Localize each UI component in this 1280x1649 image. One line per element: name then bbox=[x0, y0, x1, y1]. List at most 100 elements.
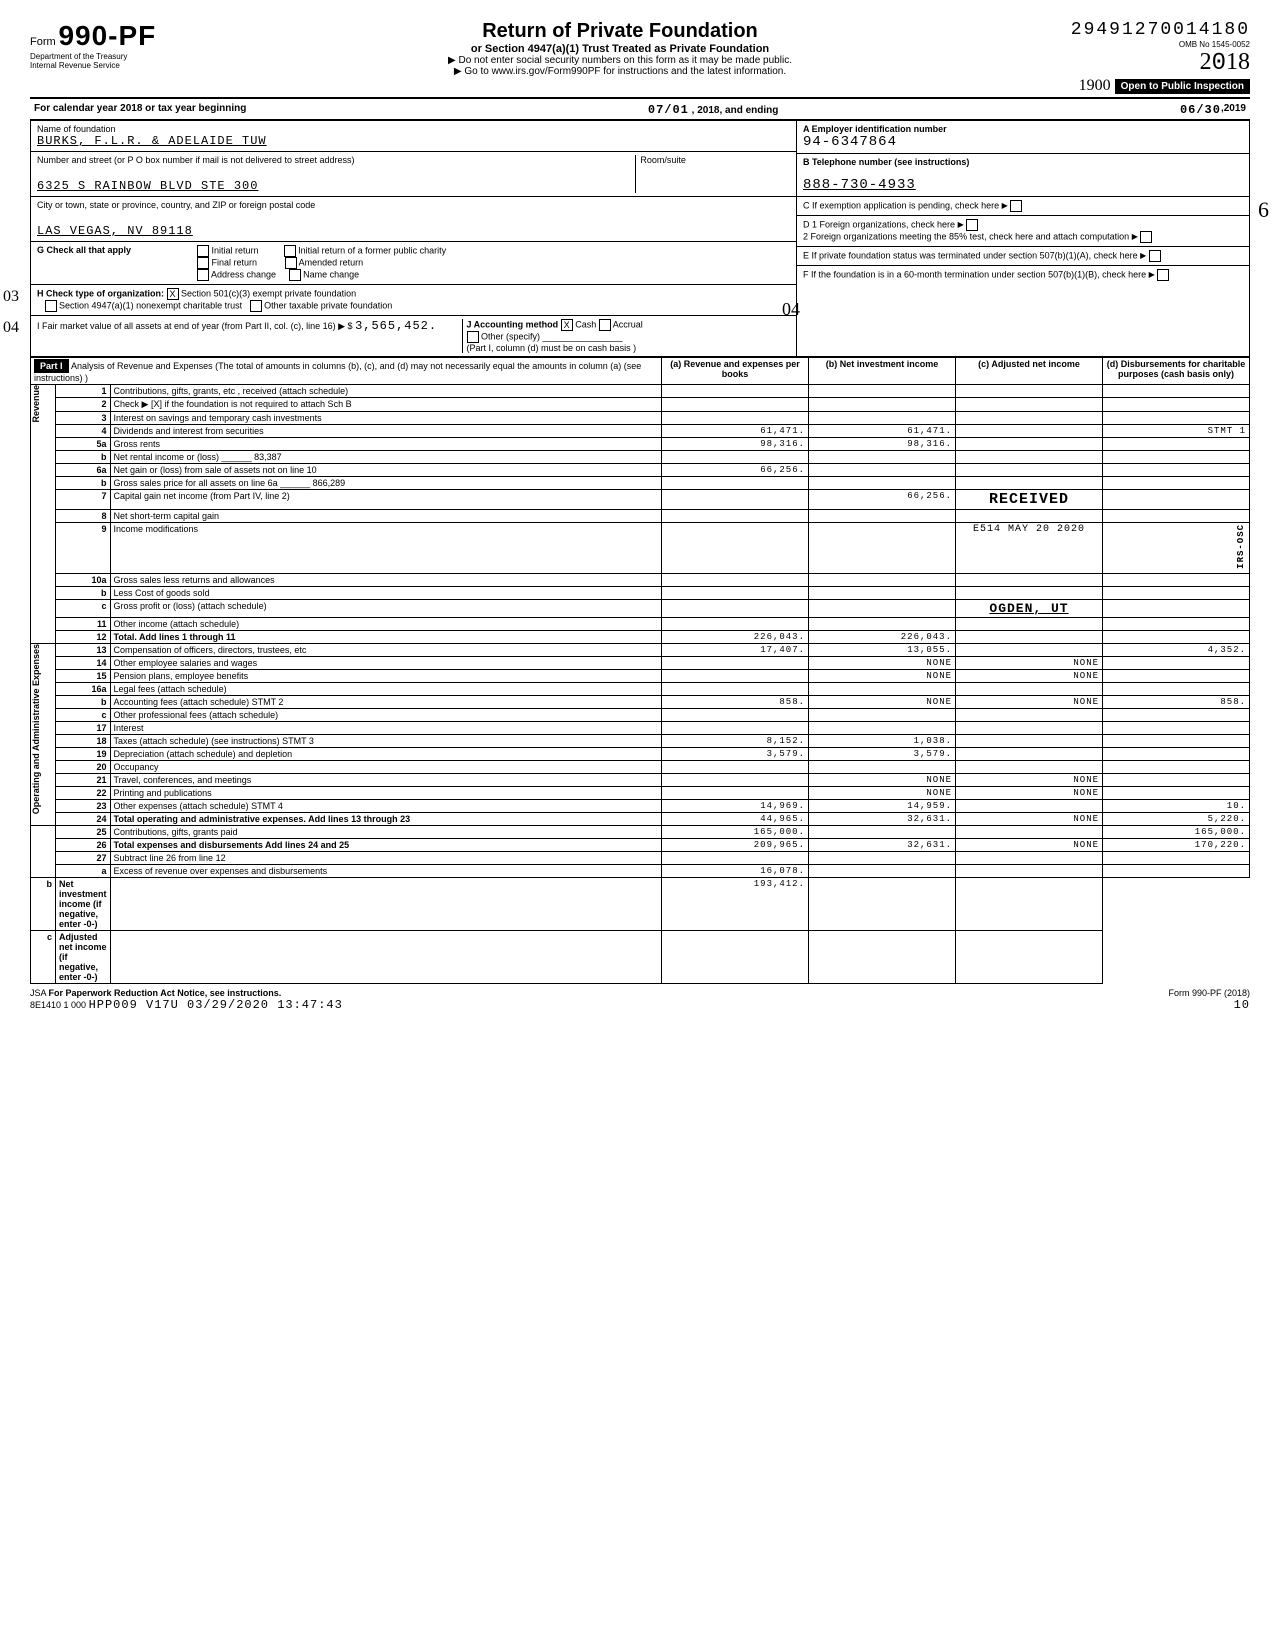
table-row: 14Other employee salaries and wagesNONEN… bbox=[31, 656, 1250, 669]
cell-b: NONE bbox=[809, 669, 956, 682]
open-inspection-badge: Open to Public Inspection bbox=[1115, 79, 1250, 94]
cell-b bbox=[809, 451, 956, 464]
address-change-checkbox[interactable] bbox=[197, 269, 209, 281]
cell-a: 16,078. bbox=[662, 864, 809, 877]
cell-a bbox=[662, 760, 809, 773]
table-row: 2Check ▶ [X] if the foundation is not re… bbox=[31, 398, 1250, 412]
cell-d: 165,000. bbox=[1103, 825, 1250, 838]
cell-c bbox=[956, 385, 1103, 398]
cell-a bbox=[662, 523, 809, 574]
table-row: 6aNet gain or (loss) from sale of assets… bbox=[31, 464, 1250, 477]
line-description: Travel, conferences, and meetings bbox=[110, 773, 661, 786]
line-number: 3 bbox=[56, 412, 111, 425]
line-number: 27 bbox=[56, 851, 111, 864]
end-date: 06/30 bbox=[1180, 103, 1221, 117]
d1-checkbox[interactable] bbox=[966, 219, 978, 231]
cell-c bbox=[956, 747, 1103, 760]
accrual-checkbox[interactable] bbox=[599, 319, 611, 331]
table-row: 27Subtract line 26 from line 12 bbox=[31, 851, 1250, 864]
opt-other-tax: Other taxable private foundation bbox=[264, 300, 392, 310]
cell-c: RECEIVED bbox=[956, 490, 1103, 510]
dept-treasury: Department of the Treasury bbox=[30, 52, 250, 61]
col-b-header: (b) Net investment income bbox=[809, 358, 956, 385]
footer-stamp: HPP009 V17U 03/29/2020 13:47:43 bbox=[89, 998, 343, 1012]
line-description: Other professional fees (attach schedule… bbox=[110, 708, 661, 721]
cash-checkbox[interactable]: X bbox=[561, 319, 573, 331]
table-row: Operating and Administrative Expenses13C… bbox=[31, 643, 1250, 656]
title-block: Return of Private Foundation or Section … bbox=[250, 20, 990, 77]
line-number: 1 bbox=[56, 385, 111, 398]
form-number: 990-PF bbox=[58, 20, 156, 52]
line-number: 5a bbox=[56, 438, 111, 451]
e-checkbox[interactable] bbox=[1149, 250, 1161, 262]
line-description: Less Cost of goods sold bbox=[110, 586, 661, 599]
part1-desc: Analysis of Revenue and Expenses (The to… bbox=[34, 361, 641, 383]
final-return-checkbox[interactable] bbox=[197, 257, 209, 269]
opt-501c3: Section 501(c)(3) exempt private foundat… bbox=[181, 288, 356, 298]
cell-d bbox=[1103, 617, 1250, 630]
line-description: Accounting fees (attach schedule) STMT 2 bbox=[110, 695, 661, 708]
line-number: 10a bbox=[56, 573, 111, 586]
other-taxable-checkbox[interactable] bbox=[250, 300, 262, 312]
cell-d: STMT 1 bbox=[1103, 425, 1250, 438]
dept-irs: Internal Revenue Service bbox=[30, 61, 250, 70]
handwritten-1900: 1900 bbox=[1079, 77, 1111, 95]
phone-label: B Telephone number (see instructions) bbox=[803, 157, 969, 167]
opt-cash: Cash bbox=[575, 319, 596, 329]
line-number: 14 bbox=[56, 656, 111, 669]
cell-a: 14,969. bbox=[662, 799, 809, 812]
line-description: Other expenses (attach schedule) STMT 4 bbox=[110, 799, 661, 812]
table-row: cGross profit or (loss) (attach schedule… bbox=[31, 599, 1250, 617]
cell-d: 10. bbox=[1103, 799, 1250, 812]
f-checkbox[interactable] bbox=[1157, 269, 1169, 281]
cell-d bbox=[1103, 385, 1250, 398]
exemption-checkbox[interactable] bbox=[1010, 200, 1022, 212]
cell-b: 66,256. bbox=[809, 490, 956, 510]
cell-a bbox=[662, 851, 809, 864]
line-number: c bbox=[56, 708, 111, 721]
line-number: 11 bbox=[56, 617, 111, 630]
cell-d bbox=[1103, 708, 1250, 721]
line-number: b bbox=[56, 695, 111, 708]
cell-c bbox=[809, 930, 956, 983]
cell-a bbox=[662, 586, 809, 599]
cell-d bbox=[1103, 760, 1250, 773]
cell-b bbox=[809, 586, 956, 599]
table-row: 26Total expenses and disbursements Add l… bbox=[31, 838, 1250, 851]
line-description: Subtract line 26 from line 12 bbox=[110, 851, 661, 864]
cell-a bbox=[662, 451, 809, 464]
cell-a bbox=[662, 385, 809, 398]
4947-checkbox[interactable] bbox=[45, 300, 57, 312]
note-url: ▶ Go to www.irs.gov/Form990PF for instru… bbox=[250, 66, 990, 77]
name-change-checkbox[interactable] bbox=[289, 269, 301, 281]
cell-a: 61,471. bbox=[662, 425, 809, 438]
cell-b: NONE bbox=[809, 773, 956, 786]
initial-return-checkbox[interactable] bbox=[197, 245, 209, 257]
d2-checkbox[interactable] bbox=[1140, 231, 1152, 243]
cell-b bbox=[809, 760, 956, 773]
cell-d bbox=[1103, 851, 1250, 864]
501c3-checkbox[interactable]: X bbox=[167, 288, 179, 300]
former-charity-checkbox[interactable] bbox=[284, 245, 296, 257]
amended-checkbox[interactable] bbox=[285, 257, 297, 269]
line-description: Total. Add lines 1 through 11 bbox=[110, 630, 661, 643]
cell-d bbox=[1103, 786, 1250, 799]
line-description: Other employee salaries and wages bbox=[110, 656, 661, 669]
cell-c: NONE bbox=[956, 786, 1103, 799]
i-label: I Fair market value of all assets at end… bbox=[37, 321, 353, 331]
cell-b bbox=[662, 930, 809, 983]
cell-a: 226,043. bbox=[662, 630, 809, 643]
line-description: Adjusted net income (if negative, enter … bbox=[56, 930, 111, 983]
tax-year: 2018 bbox=[990, 49, 1250, 77]
line-description: Compensation of officers, directors, tru… bbox=[110, 643, 661, 656]
form-label: Form bbox=[30, 36, 56, 48]
line-number: 9 bbox=[56, 523, 111, 574]
cell-d bbox=[1103, 510, 1250, 523]
margin-6: 6 bbox=[1258, 197, 1269, 223]
other-method-checkbox[interactable] bbox=[467, 331, 479, 343]
line-description: Net short-term capital gain bbox=[110, 510, 661, 523]
cell-b bbox=[809, 464, 956, 477]
cell-a bbox=[110, 877, 661, 930]
cell-d bbox=[1103, 586, 1250, 599]
phone-value: 888-730-4933 bbox=[803, 177, 916, 193]
